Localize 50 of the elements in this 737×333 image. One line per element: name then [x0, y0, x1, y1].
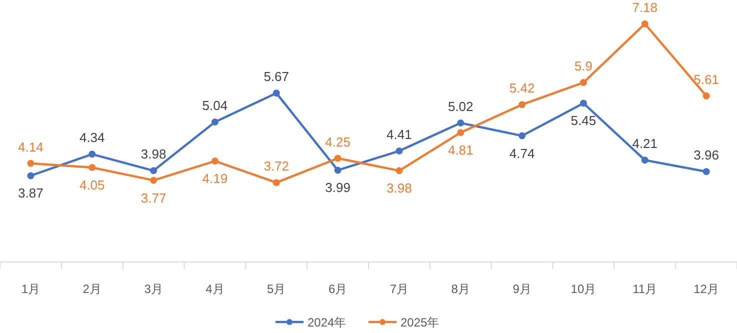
data-label: 5.61 [694, 72, 719, 87]
point [702, 168, 710, 176]
point [334, 166, 342, 174]
point [641, 20, 648, 28]
data-label: 4.41 [386, 126, 412, 142]
data-label: 7.18 [632, 0, 658, 15]
data-label: 3.98 [386, 180, 412, 196]
data-label: 4.14 [18, 139, 44, 154]
data-label: 5.9 [574, 58, 592, 74]
point [518, 101, 526, 108]
point [702, 92, 710, 100]
data-label: 3.72 [264, 158, 290, 174]
data-label: 5.45 [570, 113, 596, 128]
point [396, 167, 403, 174]
data-label: 3.77 [140, 190, 166, 206]
legend-label: 2025年 [400, 316, 440, 330]
data-label: 3.96 [694, 148, 719, 163]
point [518, 132, 526, 140]
data-label: 5.04 [202, 98, 228, 114]
data-label: 3.98 [140, 146, 166, 162]
point [334, 154, 342, 162]
point [580, 100, 587, 107]
point [211, 158, 218, 165]
point [272, 90, 280, 97]
point [150, 176, 158, 184]
point [27, 172, 34, 180]
data-label: 4.21 [632, 136, 658, 152]
point [457, 119, 464, 126]
legend-label: 2024年 [308, 316, 346, 330]
point [272, 179, 280, 186]
point [457, 129, 464, 136]
data-label: 5.02 [448, 98, 474, 114]
data-label: 3.87 [18, 186, 44, 201]
data-label: 4.25 [325, 134, 350, 150]
data-label: 4.74 [509, 146, 535, 161]
point [211, 118, 218, 126]
data-label: 4.34 [79, 130, 105, 146]
data-label: 5.67 [264, 69, 290, 84]
point [396, 147, 403, 154]
point [88, 150, 96, 158]
point [580, 79, 587, 86]
data-label: 4.81 [448, 142, 474, 158]
data-label: 4.19 [202, 171, 228, 186]
data-label: 3.99 [325, 180, 350, 196]
data-label: 5.42 [509, 80, 535, 96]
point [27, 160, 34, 167]
point [150, 167, 158, 174]
point [641, 156, 648, 164]
data-label: 4.05 [79, 177, 105, 192]
point [88, 164, 96, 171]
